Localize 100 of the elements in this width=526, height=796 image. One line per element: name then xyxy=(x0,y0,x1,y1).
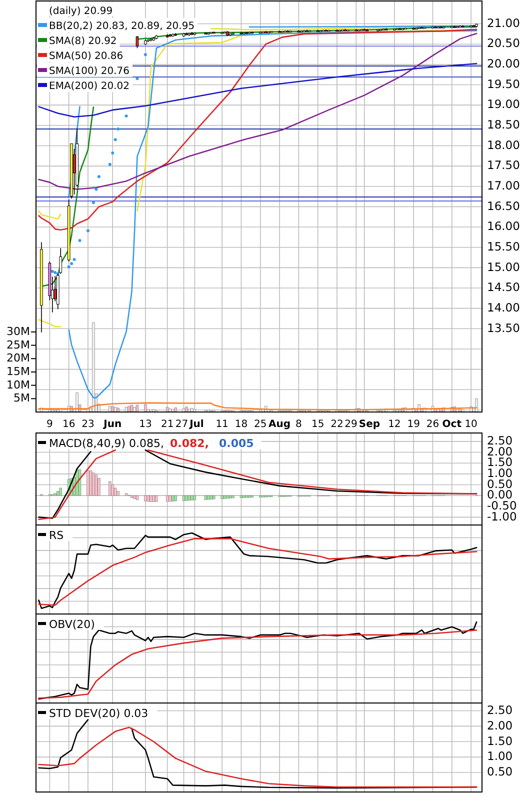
bar xyxy=(152,495,156,502)
bar xyxy=(133,495,136,500)
y-tick-label: 20.00 xyxy=(487,56,520,71)
bar xyxy=(114,488,117,496)
bar xyxy=(212,495,216,500)
bar xyxy=(92,322,95,412)
bar xyxy=(166,495,169,502)
x-tick-label: 15 xyxy=(311,419,324,430)
legend-label: SMA(100) 20.76 xyxy=(49,66,130,77)
x-tick-label: 27 xyxy=(175,419,188,430)
legend-label: BB(20,2) 20.83, 20.89, 20.95 xyxy=(49,21,195,32)
y-tick-label: 19.50 xyxy=(487,76,520,91)
x-tick-label: Aug xyxy=(268,419,291,430)
y-tick-label: 20.50 xyxy=(487,36,520,50)
y-tick-label: 0.50 xyxy=(487,764,513,779)
bar xyxy=(240,495,243,498)
line-series xyxy=(38,449,116,520)
bar xyxy=(228,495,232,498)
x-tick-label: Sep xyxy=(358,419,380,430)
y2-tick-label: 15M xyxy=(6,364,30,378)
bar xyxy=(136,404,139,412)
bar xyxy=(59,488,62,496)
bar xyxy=(86,470,90,496)
x-tick-label: 18 xyxy=(234,419,248,430)
bar xyxy=(168,408,172,412)
point xyxy=(70,262,74,266)
y2-tick-label: 25M xyxy=(6,338,30,352)
line-series xyxy=(38,62,478,118)
y-tick-label: 14.50 xyxy=(487,280,520,294)
bar xyxy=(174,495,177,502)
bar xyxy=(78,469,82,496)
bar xyxy=(130,495,134,498)
y-tick-label: 17.00 xyxy=(487,178,520,193)
point xyxy=(136,77,139,80)
point xyxy=(72,258,76,262)
legend-label: EMA(200) 20.02 xyxy=(49,81,130,92)
bar xyxy=(168,495,172,502)
y-tick-label: 2.50 xyxy=(487,702,513,717)
x-tick-label: 9 xyxy=(46,419,53,430)
bar xyxy=(76,392,78,412)
bar xyxy=(182,495,186,501)
y-tick-label: 1.50 xyxy=(487,734,513,748)
bar xyxy=(204,495,208,500)
x-tick-label: 23 xyxy=(82,419,94,430)
x-tick-label: 11 xyxy=(216,419,228,430)
bar xyxy=(150,495,152,502)
y-tick-label: 2.00 xyxy=(487,718,513,732)
bar xyxy=(111,484,114,496)
y-tick-label: 15.00 xyxy=(487,260,520,274)
bar xyxy=(92,472,95,496)
y-tick-label: 13.50 xyxy=(487,320,520,335)
line-series xyxy=(38,450,92,519)
bar xyxy=(188,495,191,501)
bar xyxy=(89,470,92,496)
bar xyxy=(146,495,150,502)
line-series xyxy=(40,106,94,288)
point xyxy=(114,138,117,142)
bar xyxy=(144,495,147,502)
point xyxy=(94,188,98,191)
point xyxy=(111,152,114,155)
x-tick-label: 12 xyxy=(388,419,401,430)
bar xyxy=(116,408,120,412)
text: (daily) 20.99 xyxy=(49,6,113,17)
y-tick-label: 18.50 xyxy=(487,118,520,132)
y2-tick-label: 20M xyxy=(6,352,30,365)
point xyxy=(108,162,112,166)
annotation: 0.005 xyxy=(219,437,254,450)
legend-label: OBV(20) xyxy=(49,618,95,631)
bar xyxy=(193,495,196,500)
x-tick-label: 25 xyxy=(254,419,267,430)
y-tick-label: 1.00 xyxy=(487,749,513,764)
line-series xyxy=(38,32,478,190)
bar xyxy=(155,495,158,502)
bar xyxy=(128,406,130,412)
x-tick-label: Jul xyxy=(188,419,204,430)
bar xyxy=(108,481,112,496)
bar xyxy=(130,404,134,412)
bar xyxy=(54,493,57,496)
bar xyxy=(144,404,147,412)
y-tick-label: 21.00 xyxy=(487,16,520,30)
x-tick-label: 22 xyxy=(330,419,344,430)
bar xyxy=(190,495,194,500)
bar xyxy=(220,495,224,500)
y-tick-label: 19.00 xyxy=(487,97,520,112)
y-tick-label: 14.00 xyxy=(487,300,520,314)
bar xyxy=(94,474,98,496)
bar xyxy=(56,491,60,496)
y-tick-label: 17.50 xyxy=(487,158,520,172)
bar xyxy=(242,495,246,498)
bar xyxy=(111,406,114,412)
text: 0.082, xyxy=(170,437,210,450)
y2-tick-label: 5M xyxy=(14,392,30,405)
point xyxy=(54,271,57,274)
bar xyxy=(210,495,212,500)
legend-label: RS xyxy=(49,529,64,542)
x-tick-label: 8 xyxy=(295,419,302,430)
x-tick-label: Jun xyxy=(102,419,122,430)
bar xyxy=(207,495,210,500)
point xyxy=(144,53,147,56)
bar xyxy=(475,398,478,412)
